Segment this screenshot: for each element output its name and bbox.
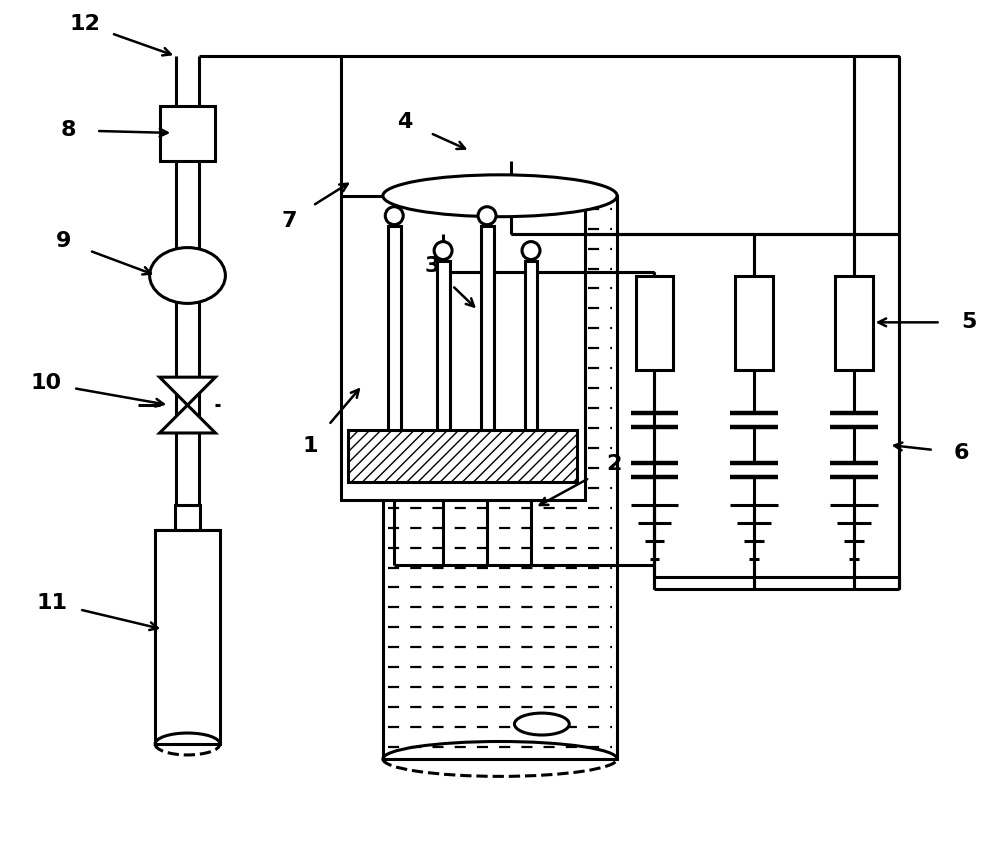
Text: 5: 5 bbox=[961, 312, 976, 332]
Bar bbox=[348, 430, 577, 482]
Bar bbox=[437, 261, 450, 430]
Text: 3: 3 bbox=[424, 256, 440, 276]
Text: 11: 11 bbox=[37, 593, 68, 613]
Bar bbox=[160, 106, 215, 161]
Text: 6: 6 bbox=[954, 443, 969, 463]
Bar bbox=[481, 225, 494, 430]
Text: 1: 1 bbox=[303, 436, 318, 457]
Text: 12: 12 bbox=[70, 14, 100, 34]
Bar bbox=[735, 275, 773, 370]
Bar bbox=[155, 530, 220, 744]
Text: 10: 10 bbox=[30, 373, 61, 393]
Bar bbox=[175, 505, 200, 530]
Bar bbox=[636, 275, 673, 370]
Text: 2: 2 bbox=[607, 454, 622, 475]
Bar bbox=[341, 196, 585, 500]
Text: 8: 8 bbox=[61, 120, 76, 140]
Text: 7: 7 bbox=[281, 211, 297, 230]
Ellipse shape bbox=[383, 175, 617, 217]
Bar bbox=[388, 225, 401, 430]
Text: 4: 4 bbox=[397, 112, 412, 132]
Bar bbox=[835, 275, 873, 370]
Bar bbox=[383, 196, 617, 759]
Circle shape bbox=[385, 206, 403, 224]
Circle shape bbox=[434, 242, 452, 260]
Ellipse shape bbox=[150, 248, 225, 304]
Bar bbox=[525, 261, 537, 430]
Polygon shape bbox=[160, 378, 215, 405]
Circle shape bbox=[478, 206, 496, 224]
Text: 9: 9 bbox=[55, 230, 71, 251]
Ellipse shape bbox=[514, 713, 569, 735]
Polygon shape bbox=[160, 405, 215, 433]
Circle shape bbox=[522, 242, 540, 260]
